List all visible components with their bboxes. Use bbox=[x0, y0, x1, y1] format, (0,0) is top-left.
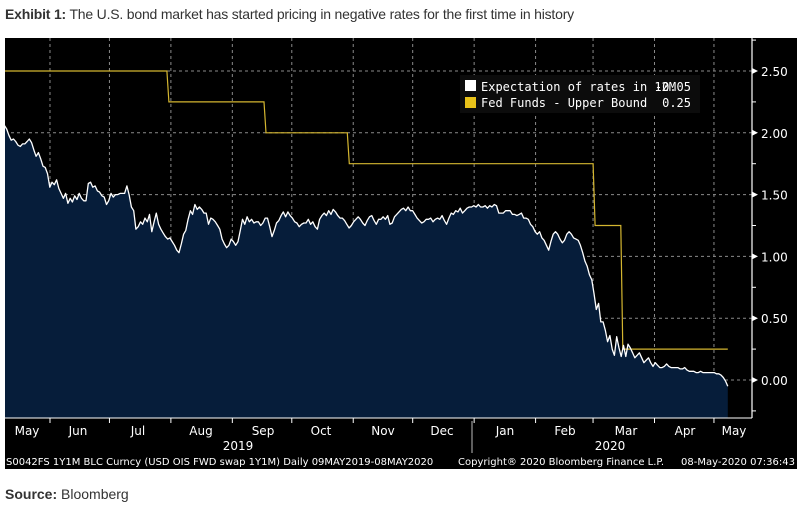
bloomberg-chart: 2.50 2.00 1.50 1.00 0.50 0.00 May Jun Jul Aug Sep… bbox=[5, 38, 795, 468]
legend-swatch-expectation bbox=[465, 80, 476, 91]
y-tick-label: 2.50 bbox=[761, 65, 788, 79]
source-text: Bloomberg bbox=[57, 486, 129, 502]
footer-timestamp: 08-May-2020 07:36:43 bbox=[681, 457, 795, 468]
legend-value-fed-funds: 0.25 bbox=[662, 96, 691, 110]
x-tick-label: Apr bbox=[675, 424, 696, 438]
legend-box bbox=[460, 75, 700, 113]
y-tick-label: 2.00 bbox=[761, 127, 788, 141]
y-tick-label: 1.50 bbox=[761, 189, 788, 203]
legend-swatch-fed-funds bbox=[465, 97, 476, 108]
y-tick-arrow bbox=[752, 129, 758, 136]
x-tick-label: Sep bbox=[252, 424, 275, 438]
y-tick-label: 0.50 bbox=[761, 312, 788, 326]
legend: Expectation of rates in 12M -0.05 Fed Fu… bbox=[460, 75, 700, 113]
title-text: The U.S. bond market has started pricing… bbox=[66, 6, 574, 22]
x-tick-label: Nov bbox=[371, 424, 394, 438]
x-tick-label: Aug bbox=[189, 424, 212, 438]
source-note: Source: Bloomberg bbox=[5, 486, 129, 502]
x-tick-label: May bbox=[722, 424, 747, 438]
footer-ticker: S0042FS 1Y1M BLC Curncy (USD OIS FWD swa… bbox=[6, 457, 433, 468]
y-tick-label: 0.00 bbox=[761, 374, 788, 388]
x-tick-label: Feb bbox=[554, 424, 575, 438]
footer-copyright: Copyright® 2020 Bloomberg Finance L.P. bbox=[458, 457, 664, 468]
x-axis: May Jun Jul Aug Sep Oct Nov Dec Jan Feb Mar Apr May 2… bbox=[15, 418, 747, 453]
x-tick-label: Oct bbox=[311, 424, 332, 438]
y-axis: 2.50 2.00 1.50 1.00 0.50 0.00 bbox=[5, 38, 788, 419]
y-tick-arrow bbox=[752, 315, 758, 322]
x-tick-label: Jan bbox=[495, 424, 515, 438]
x-tick-label: Jun bbox=[68, 424, 88, 438]
expectation-area bbox=[5, 126, 728, 418]
legend-label-expectation: Expectation of rates in 12M bbox=[481, 80, 676, 94]
footer: S0042FS 1Y1M BLC Curncy (USD OIS FWD swa… bbox=[6, 457, 795, 468]
expectation-series bbox=[5, 125, 729, 387]
legend-label-fed-funds: Fed Funds - Upper Bound bbox=[481, 96, 647, 110]
y-tick-arrow bbox=[752, 68, 758, 74]
x-tick-label: Mar bbox=[615, 424, 638, 438]
chart-title: Exhibit 1: The U.S. bond market has star… bbox=[5, 6, 574, 22]
y-tick-arrow bbox=[752, 253, 758, 260]
legend-value-expectation: -0.05 bbox=[655, 80, 691, 94]
x-tick-label: May bbox=[15, 424, 40, 438]
source-label: Source: bbox=[5, 486, 58, 502]
fed-funds-series bbox=[5, 70, 728, 350]
exhibit-label: Exhibit 1: bbox=[5, 6, 67, 22]
chart-panel: 2.50 2.00 1.50 1.00 0.50 0.00 May Jun Jul Aug Sep… bbox=[5, 38, 797, 469]
y-tick-label: 1.00 bbox=[761, 250, 788, 264]
x-tick-label: Jul bbox=[130, 424, 145, 438]
x-tick-label: Dec bbox=[430, 424, 453, 438]
fed-funds-line bbox=[5, 70, 728, 350]
x-year-label: 2020 bbox=[595, 439, 626, 453]
y-tick-arrow bbox=[752, 377, 758, 383]
y-tick-arrow bbox=[752, 191, 758, 198]
x-year-label: 2019 bbox=[223, 439, 254, 453]
expectation-line bbox=[5, 125, 729, 387]
